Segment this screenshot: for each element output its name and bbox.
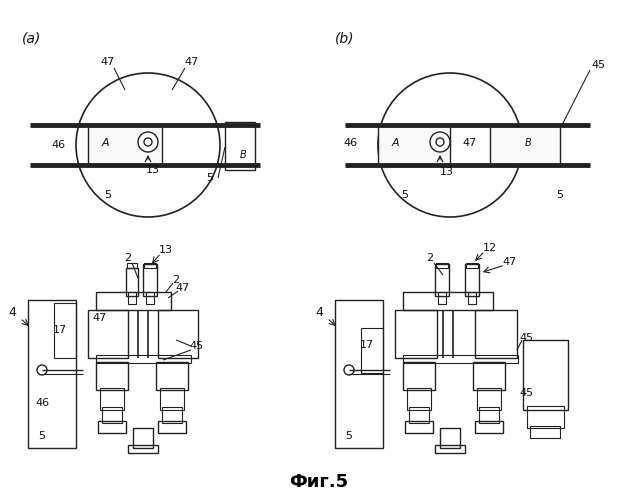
Circle shape bbox=[37, 365, 47, 375]
Bar bbox=[403, 355, 518, 363]
Text: Фиг.5: Фиг.5 bbox=[289, 473, 348, 491]
Circle shape bbox=[144, 138, 152, 146]
Bar bbox=[128, 445, 158, 453]
Text: 2: 2 bbox=[426, 253, 434, 263]
Text: 47: 47 bbox=[503, 257, 517, 267]
Bar bbox=[225, 122, 255, 170]
Bar bbox=[96, 355, 191, 363]
Bar bbox=[527, 406, 564, 428]
Bar bbox=[102, 407, 122, 423]
Circle shape bbox=[436, 138, 444, 146]
Bar bbox=[88, 125, 162, 165]
Bar bbox=[438, 292, 446, 304]
Text: 5: 5 bbox=[557, 190, 564, 200]
Bar bbox=[403, 362, 435, 390]
Bar bbox=[156, 362, 188, 390]
Text: 5: 5 bbox=[105, 190, 111, 200]
Bar bbox=[407, 388, 431, 410]
Bar bbox=[361, 328, 383, 373]
Text: 47: 47 bbox=[101, 57, 115, 67]
Bar bbox=[335, 300, 383, 448]
Circle shape bbox=[430, 132, 450, 152]
Bar bbox=[435, 445, 465, 453]
Bar bbox=[405, 421, 433, 433]
Text: (b): (b) bbox=[335, 31, 355, 45]
Text: 12: 12 bbox=[483, 243, 497, 253]
Bar bbox=[162, 407, 182, 423]
Text: 47: 47 bbox=[176, 283, 190, 293]
Bar bbox=[440, 428, 460, 448]
Bar bbox=[435, 264, 449, 296]
Text: 2: 2 bbox=[125, 253, 132, 263]
Bar bbox=[395, 310, 437, 358]
Text: 45: 45 bbox=[591, 60, 605, 70]
Bar bbox=[127, 263, 137, 268]
Text: 4: 4 bbox=[8, 306, 16, 320]
Bar bbox=[473, 362, 505, 390]
Bar bbox=[475, 310, 517, 358]
Text: 5: 5 bbox=[346, 431, 353, 441]
Text: B: B bbox=[525, 138, 532, 148]
Bar bbox=[128, 292, 136, 304]
Text: 17: 17 bbox=[360, 340, 374, 350]
Bar bbox=[409, 407, 429, 423]
Text: 46: 46 bbox=[51, 140, 65, 150]
Text: 4: 4 bbox=[315, 306, 323, 320]
Text: 5: 5 bbox=[401, 190, 408, 200]
Bar bbox=[54, 303, 76, 358]
Bar bbox=[144, 263, 156, 268]
Circle shape bbox=[138, 132, 158, 152]
Text: 47: 47 bbox=[463, 138, 477, 148]
Bar bbox=[479, 407, 499, 423]
Bar bbox=[96, 292, 171, 310]
Bar bbox=[477, 388, 501, 410]
Bar bbox=[468, 292, 476, 304]
Bar bbox=[100, 388, 124, 410]
Bar bbox=[88, 310, 128, 358]
Text: 47: 47 bbox=[93, 313, 107, 323]
Text: 5: 5 bbox=[206, 173, 213, 183]
Text: 45: 45 bbox=[520, 388, 534, 398]
Bar bbox=[133, 428, 153, 448]
Bar bbox=[530, 426, 560, 438]
Text: (a): (a) bbox=[22, 31, 42, 45]
Text: 13: 13 bbox=[146, 165, 160, 175]
Bar bbox=[28, 300, 76, 448]
Bar bbox=[490, 125, 560, 165]
Text: 13: 13 bbox=[159, 245, 173, 255]
Text: 46: 46 bbox=[35, 398, 49, 408]
Text: 46: 46 bbox=[343, 138, 357, 148]
Bar bbox=[475, 421, 503, 433]
Bar bbox=[158, 310, 198, 358]
Bar bbox=[465, 264, 479, 296]
Bar bbox=[436, 263, 448, 268]
Text: 17: 17 bbox=[53, 325, 67, 335]
Text: 2: 2 bbox=[173, 275, 180, 285]
Text: 45: 45 bbox=[189, 341, 203, 351]
Bar bbox=[96, 362, 128, 390]
Bar bbox=[466, 263, 478, 268]
Bar bbox=[378, 125, 450, 165]
Text: A: A bbox=[101, 138, 109, 148]
Text: A: A bbox=[391, 138, 399, 148]
Text: 45: 45 bbox=[520, 333, 534, 343]
Bar bbox=[146, 292, 154, 304]
Text: 5: 5 bbox=[38, 431, 45, 441]
Bar bbox=[143, 264, 157, 296]
Text: 13: 13 bbox=[440, 167, 454, 177]
Bar bbox=[523, 340, 568, 410]
Bar bbox=[126, 268, 138, 296]
Text: B: B bbox=[240, 150, 247, 160]
Bar bbox=[98, 421, 126, 433]
Circle shape bbox=[344, 365, 354, 375]
Bar bbox=[160, 388, 184, 410]
Bar bbox=[158, 421, 186, 433]
Bar bbox=[403, 292, 493, 310]
Text: 47: 47 bbox=[185, 57, 199, 67]
